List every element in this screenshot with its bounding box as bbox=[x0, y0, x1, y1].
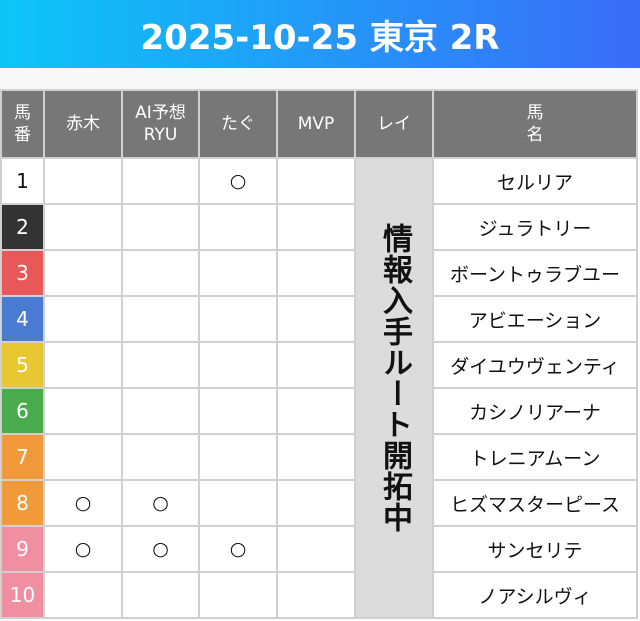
mark-akagi bbox=[43, 203, 123, 251]
mark-mvp bbox=[276, 571, 356, 619]
table-row: 8 ○ ○ ヒズマスターピース bbox=[0, 479, 638, 527]
horse-name: トレニアムーン bbox=[432, 433, 638, 481]
table-row: 6 カシノリアーナ bbox=[0, 387, 638, 435]
prediction-table: 馬 番 赤木 AI予想 RYU たぐ MVP レイ 馬 名 1 ○ 情報入手ルート開… bbox=[0, 89, 638, 619]
horse-number: 6 bbox=[0, 387, 45, 435]
table-row: 2 ジュラトリー bbox=[0, 203, 638, 251]
mark-ai-ryu bbox=[121, 433, 200, 481]
mark-ai-ryu: ○ bbox=[121, 479, 200, 527]
table-row: 4 アビエーション bbox=[0, 295, 638, 343]
mark-mvp bbox=[276, 479, 356, 527]
horse-name: ボーントゥラブユー bbox=[432, 249, 638, 297]
mark-tagu bbox=[198, 341, 278, 389]
mark-ai-ryu bbox=[121, 387, 200, 435]
horse-number: 3 bbox=[0, 249, 45, 297]
table-row: 7 トレニアムーン bbox=[0, 433, 638, 481]
mark-ai-ryu bbox=[121, 203, 200, 251]
horse-name: サンセリテ bbox=[432, 525, 638, 573]
rei-column-note: 情報入手ルート開拓中 bbox=[354, 157, 434, 619]
mark-akagi bbox=[43, 157, 123, 205]
mark-tagu bbox=[198, 387, 278, 435]
mark-mvp bbox=[276, 387, 356, 435]
mark-tagu: ○ bbox=[198, 525, 278, 573]
header-ai-ryu: AI予想 RYU bbox=[121, 89, 200, 159]
mark-ai-ryu bbox=[121, 341, 200, 389]
spacer bbox=[0, 68, 640, 89]
mark-tagu bbox=[198, 249, 278, 297]
mark-tagu bbox=[198, 295, 278, 343]
mark-ai-ryu: ○ bbox=[121, 525, 200, 573]
table-row: 1 ○ 情報入手ルート開拓中 セルリア bbox=[0, 157, 638, 619]
mark-mvp bbox=[276, 525, 356, 573]
mark-mvp bbox=[276, 157, 356, 205]
horse-name: ダイユウヴェンティ bbox=[432, 341, 638, 389]
mark-akagi bbox=[43, 571, 123, 619]
mark-akagi bbox=[43, 341, 123, 389]
mark-ai-ryu bbox=[121, 157, 200, 205]
header-mvp: MVP bbox=[276, 89, 356, 159]
horse-number: 8 bbox=[0, 479, 45, 527]
mark-tagu: ○ bbox=[198, 157, 278, 205]
mark-ai-ryu bbox=[121, 295, 200, 343]
horse-name: カシノリアーナ bbox=[432, 387, 638, 435]
header-horse-name: 馬 名 bbox=[432, 89, 638, 159]
horse-number: 2 bbox=[0, 203, 45, 251]
horse-name: ヒズマスターピース bbox=[432, 479, 638, 527]
header-horse-number: 馬 番 bbox=[0, 89, 45, 159]
mark-akagi bbox=[43, 295, 123, 343]
mark-akagi bbox=[43, 433, 123, 481]
mark-tagu bbox=[198, 479, 278, 527]
horse-number: 5 bbox=[0, 341, 45, 389]
mark-mvp bbox=[276, 433, 356, 481]
mark-mvp bbox=[276, 249, 356, 297]
horse-number: 4 bbox=[0, 295, 45, 343]
horse-number: 7 bbox=[0, 433, 45, 481]
mark-akagi bbox=[43, 387, 123, 435]
horse-number: 1 bbox=[0, 157, 45, 205]
race-title: 2025-10-25 東京 2R bbox=[0, 0, 640, 68]
mark-akagi bbox=[43, 249, 123, 297]
header-tagu: たぐ bbox=[198, 89, 278, 159]
horse-name: アビエーション bbox=[432, 295, 638, 343]
mark-akagi: ○ bbox=[43, 479, 123, 527]
horse-number: 10 bbox=[0, 571, 45, 619]
mark-tagu bbox=[198, 433, 278, 481]
horse-name: ノアシルヴィ bbox=[432, 571, 638, 619]
header-rei: レイ bbox=[354, 89, 434, 159]
table-row: 3 ボーントゥラブユー bbox=[0, 249, 638, 297]
mark-tagu bbox=[198, 203, 278, 251]
mark-mvp bbox=[276, 203, 356, 251]
horse-number: 9 bbox=[0, 525, 45, 573]
mark-ai-ryu bbox=[121, 249, 200, 297]
rei-note-text: 情報入手ルート開拓中 bbox=[377, 223, 412, 533]
header-akagi: 赤木 bbox=[43, 89, 123, 159]
table-row: 10 ノアシルヴィ bbox=[0, 571, 638, 619]
mark-tagu bbox=[198, 571, 278, 619]
mark-ai-ryu bbox=[121, 571, 200, 619]
horse-name: ジュラトリー bbox=[432, 203, 638, 251]
mark-mvp bbox=[276, 295, 356, 343]
table-row: 5 ダイユウヴェンティ bbox=[0, 341, 638, 389]
table-row: 9 ○ ○ ○ サンセリテ bbox=[0, 525, 638, 573]
horse-name: セルリア bbox=[432, 157, 638, 205]
mark-akagi: ○ bbox=[43, 525, 123, 573]
mark-mvp bbox=[276, 341, 356, 389]
